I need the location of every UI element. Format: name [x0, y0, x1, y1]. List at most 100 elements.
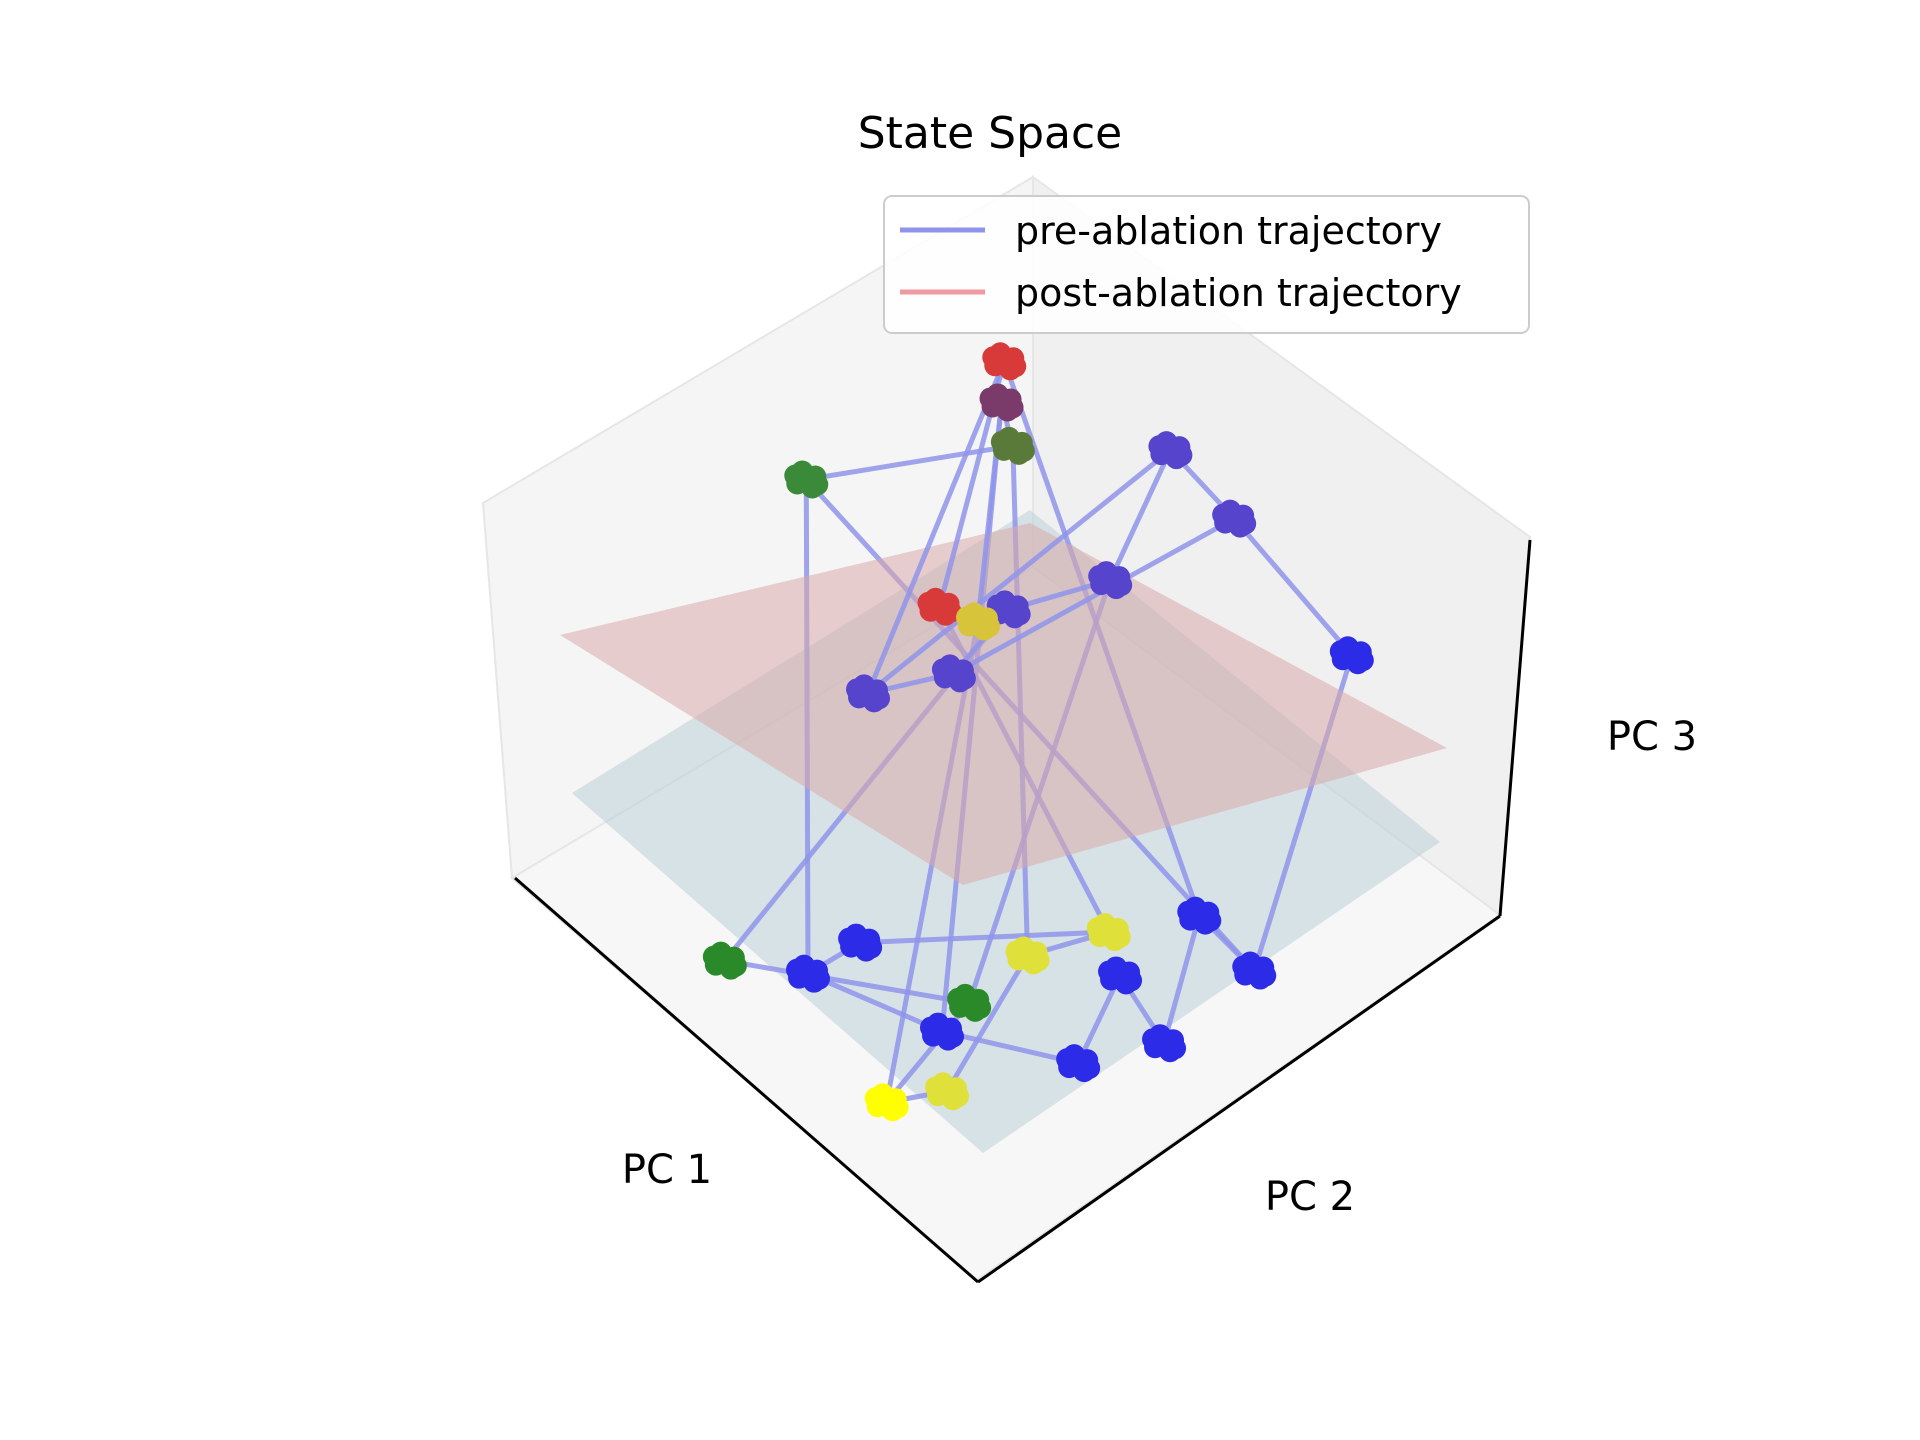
trajectory-segment — [807, 971, 944, 1034]
trajectory-segment — [1107, 449, 1173, 582]
scatter-point — [1232, 955, 1255, 978]
scatter-point — [1351, 649, 1374, 672]
scatter-cluster — [1086, 913, 1131, 952]
scatter-point — [917, 591, 940, 614]
scatter-point — [955, 606, 978, 629]
legend-label-pre-ablation: pre-ablation trajectory — [1015, 209, 1442, 253]
scatter-point — [1056, 1048, 1079, 1071]
scatter-cluster — [1148, 431, 1193, 470]
scatter-cluster — [1098, 956, 1143, 995]
scatter-point — [860, 936, 883, 959]
scatter-point — [969, 996, 992, 1019]
scatter-point — [1005, 940, 1028, 963]
trajectory-segment — [865, 360, 1007, 695]
scatter-cluster — [982, 342, 1027, 381]
scatter-point — [838, 927, 861, 950]
scatter-cluster — [838, 923, 883, 962]
scatter-point — [1108, 926, 1131, 949]
scatter-cluster — [1088, 561, 1133, 600]
scatter-point — [1078, 1057, 1101, 1080]
pc1-axis-label: PC 1 — [622, 1147, 712, 1193]
scatter-cluster — [1329, 636, 1374, 675]
scatter-cluster — [931, 654, 976, 693]
pc1-axis-line — [514, 876, 979, 1284]
trajectory-segment — [1161, 914, 1202, 1044]
scatter-cluster — [1177, 896, 1222, 935]
scatter-points — [702, 342, 1374, 1122]
pc3-axis-label: PC 3 — [1607, 714, 1697, 760]
scatter-point — [806, 473, 829, 496]
scatter-point — [1027, 949, 1050, 972]
chart-title: State Space — [858, 108, 1123, 159]
scatter-point — [1170, 444, 1193, 467]
scatter-point — [990, 430, 1013, 453]
scatter-cluster — [925, 1072, 970, 1111]
legend: pre-ablation trajectory post-ablation tr… — [883, 195, 1530, 334]
scatter-point — [1148, 435, 1171, 458]
scatter-point — [925, 1076, 948, 1099]
trajectory-segment — [860, 929, 1109, 946]
scatter-cluster — [990, 426, 1035, 465]
scatter-cluster — [1142, 1024, 1187, 1063]
scatter-point — [953, 667, 976, 690]
scatter-point — [702, 945, 725, 968]
scatter-cluster — [920, 1012, 965, 1051]
trajectory-segment — [866, 448, 1172, 696]
scatter-point — [1212, 503, 1235, 526]
scatter-point — [1142, 1028, 1165, 1051]
scatter-point — [931, 658, 954, 681]
scatter-point — [808, 967, 831, 990]
scatter-point — [724, 954, 747, 977]
scatter-point — [1008, 603, 1031, 626]
scatter-point — [784, 464, 807, 487]
scatter-point — [786, 958, 809, 981]
scatter-cluster — [979, 383, 1024, 422]
scatter-point — [1098, 960, 1121, 983]
pc2-axis-line — [977, 914, 1501, 1284]
scatter-point — [1199, 909, 1222, 932]
trajectory-segment — [805, 443, 1014, 482]
trajectory-segment — [941, 1029, 1079, 1066]
pc3-axis-line — [1498, 539, 1532, 917]
scatter-cluster — [947, 983, 992, 1022]
scatter-cluster — [1232, 951, 1277, 990]
scatter-cluster — [786, 954, 831, 993]
scatter-point — [1234, 512, 1257, 535]
trajectory-segment — [944, 954, 1030, 1093]
scatter-point — [846, 678, 869, 701]
scatter-cluster — [1056, 1044, 1101, 1083]
scatter-point — [982, 346, 1005, 369]
scatter-cluster — [846, 674, 891, 713]
pc2-axis-label: PC 2 — [1265, 1174, 1355, 1220]
scatter-point — [947, 987, 970, 1010]
scatter-point — [1120, 969, 1143, 992]
scatter-point — [979, 387, 1002, 410]
trajectory-segment — [952, 516, 1236, 676]
scatter-point — [1004, 355, 1027, 378]
scatter-point — [1254, 964, 1277, 987]
scatter-point — [1001, 396, 1024, 419]
scatter-point — [1164, 1037, 1187, 1060]
scatter-cluster — [864, 1083, 909, 1122]
scatter-point — [1086, 917, 1109, 940]
scatter-point — [1110, 574, 1133, 597]
scatter-point — [977, 615, 1000, 638]
scatter-point — [864, 1087, 887, 1110]
scatter-cluster — [702, 941, 747, 980]
scatter-point — [1177, 900, 1200, 923]
scatter-point — [1012, 439, 1035, 462]
scatter-point — [920, 1016, 943, 1039]
scatter-cluster — [1212, 499, 1257, 538]
legend-box — [883, 195, 1530, 334]
trajectory-segment — [1232, 517, 1354, 657]
scatter-cluster — [784, 460, 829, 499]
scatter-cluster — [917, 587, 962, 626]
scatter-point — [886, 1096, 909, 1119]
scatter-cluster — [955, 602, 1000, 641]
scatter-cluster — [1005, 936, 1050, 975]
scatter-point — [1088, 565, 1111, 588]
scatter-point — [942, 1025, 965, 1048]
scatter-point — [868, 687, 891, 710]
